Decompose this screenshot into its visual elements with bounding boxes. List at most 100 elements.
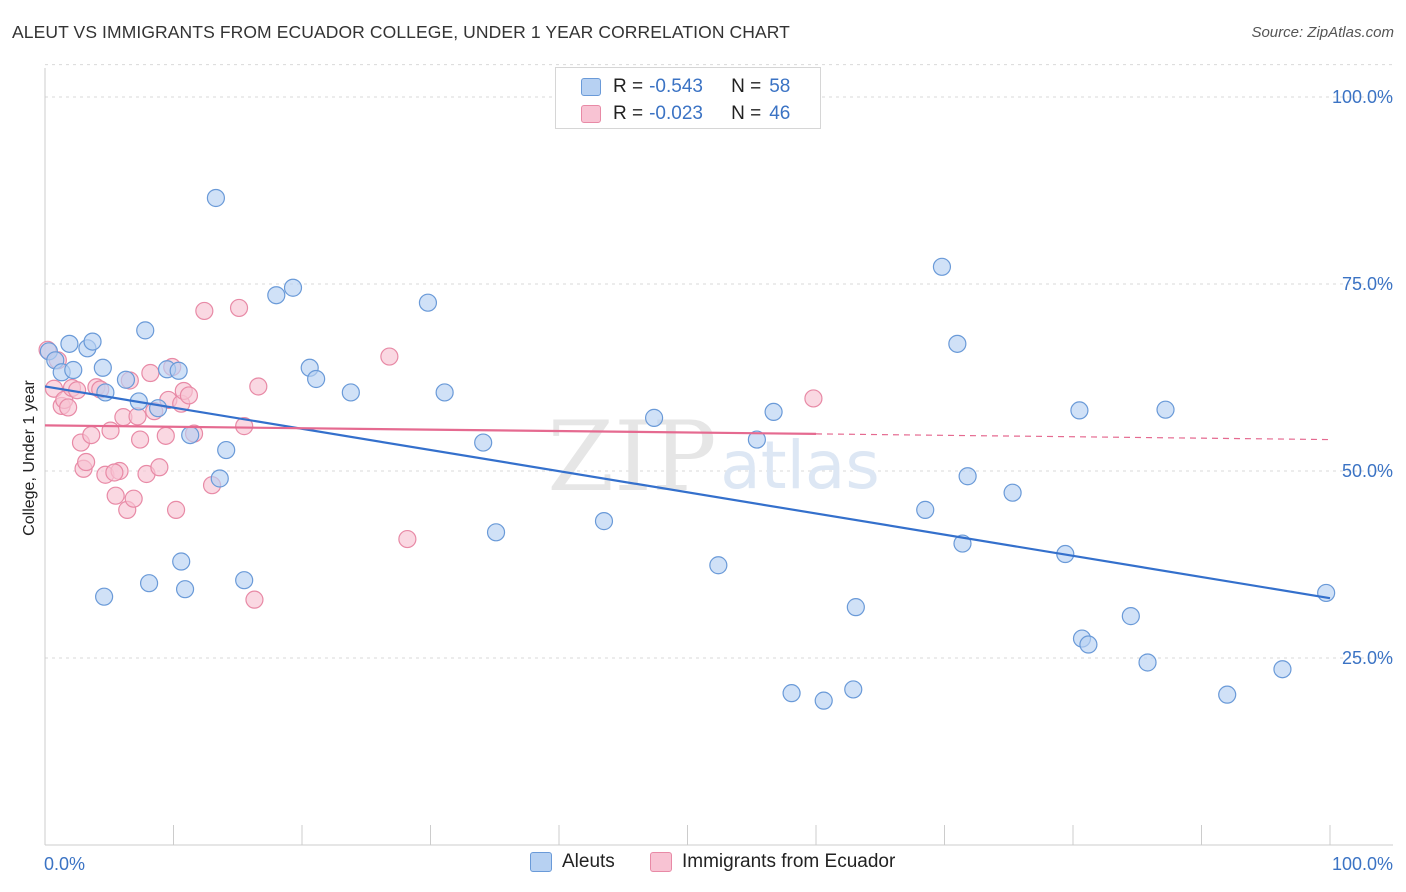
point-ecuador[interactable] bbox=[124, 489, 143, 508]
point-ecuador[interactable] bbox=[141, 363, 160, 383]
point-aleuts[interactable] bbox=[844, 680, 863, 699]
point-ecuador[interactable] bbox=[245, 590, 264, 609]
legend-stats: R = -0.543 N = 58 R = -0.023 N = 46 bbox=[555, 67, 821, 129]
point-aleuts[interactable] bbox=[435, 383, 454, 402]
legend-n-value: 46 bbox=[769, 103, 791, 124]
trend-line-aleuts bbox=[44, 385, 1331, 600]
trend-line-ecuador-extrapolated bbox=[815, 433, 1331, 441]
point-aleuts[interactable] bbox=[1079, 635, 1098, 654]
point-ecuador[interactable] bbox=[101, 421, 120, 440]
point-ecuador[interactable] bbox=[195, 301, 214, 321]
point-aleuts[interactable] bbox=[958, 467, 977, 486]
point-aleuts[interactable] bbox=[474, 433, 493, 452]
point-aleuts[interactable] bbox=[83, 332, 102, 351]
point-aleuts[interactable] bbox=[1003, 483, 1022, 502]
legend-swatch-pink bbox=[581, 105, 601, 123]
y-tick-label-75: 75.0% bbox=[1342, 274, 1393, 294]
point-aleuts[interactable] bbox=[60, 334, 79, 353]
point-aleuts[interactable] bbox=[307, 369, 326, 389]
point-aleuts[interactable] bbox=[1070, 401, 1089, 420]
watermark: ZIP atlas bbox=[547, 401, 879, 513]
legend-item-ecuador[interactable]: Immigrants from Ecuador bbox=[650, 851, 895, 873]
point-aleuts[interactable] bbox=[217, 440, 236, 460]
point-aleuts[interactable] bbox=[644, 408, 664, 427]
chart-title: ALEUT VS IMMIGRANTS FROM ECUADOR COLLEGE… bbox=[12, 22, 790, 42]
point-aleuts[interactable] bbox=[594, 512, 614, 531]
point-ecuador[interactable] bbox=[128, 407, 147, 426]
point-aleuts[interactable] bbox=[1317, 583, 1336, 603]
point-ecuador[interactable] bbox=[77, 452, 96, 472]
watermark-zip: ZIP bbox=[547, 401, 716, 513]
point-ecuador[interactable] bbox=[150, 458, 169, 477]
point-aleuts[interactable] bbox=[64, 360, 83, 380]
point-aleuts[interactable] bbox=[948, 334, 967, 353]
point-aleuts[interactable] bbox=[1218, 685, 1237, 704]
point-ecuador[interactable] bbox=[59, 398, 78, 417]
point-ecuador[interactable] bbox=[130, 430, 150, 449]
point-aleuts[interactable] bbox=[169, 361, 188, 380]
point-aleuts[interactable] bbox=[1156, 400, 1175, 419]
x-tick-label-min: 0.0% bbox=[44, 854, 85, 874]
point-ecuador[interactable] bbox=[82, 425, 101, 445]
point-aleuts[interactable] bbox=[846, 598, 865, 617]
y-axis-label: College, Under 1 year bbox=[21, 380, 38, 536]
point-ecuador[interactable] bbox=[106, 486, 125, 505]
point-aleuts[interactable] bbox=[1138, 653, 1157, 672]
point-aleuts[interactable] bbox=[206, 188, 226, 208]
point-aleuts[interactable] bbox=[136, 321, 155, 340]
legend-swatch-pink bbox=[650, 852, 672, 872]
point-ecuador[interactable] bbox=[249, 377, 268, 396]
source-label: Source: ZipAtlas.com bbox=[1251, 24, 1394, 41]
watermark-atlas: atlas bbox=[720, 427, 880, 504]
point-ecuador[interactable] bbox=[179, 386, 199, 405]
y-tick-label-50: 50.0% bbox=[1342, 461, 1393, 481]
point-aleuts[interactable] bbox=[764, 402, 783, 422]
point-aleuts[interactable] bbox=[814, 691, 833, 710]
point-aleuts[interactable] bbox=[93, 358, 112, 377]
point-ecuador[interactable] bbox=[380, 347, 399, 366]
point-aleuts[interactable] bbox=[267, 286, 286, 305]
point-aleuts[interactable] bbox=[486, 523, 506, 542]
point-aleuts[interactable] bbox=[116, 370, 136, 389]
point-aleuts[interactable] bbox=[782, 684, 801, 703]
point-aleuts[interactable] bbox=[139, 574, 159, 593]
point-aleuts[interactable] bbox=[95, 587, 114, 606]
point-aleuts[interactable] bbox=[1121, 607, 1140, 626]
legend-r-value: -0.543 bbox=[649, 76, 703, 97]
point-aleuts[interactable] bbox=[148, 399, 168, 418]
point-aleuts[interactable] bbox=[916, 500, 935, 519]
legend-item-aleuts[interactable]: Aleuts bbox=[530, 851, 615, 873]
point-ecuador[interactable] bbox=[235, 417, 254, 436]
legend-r-label: R = bbox=[613, 76, 644, 97]
point-ecuador[interactable] bbox=[105, 463, 124, 482]
point-aleuts[interactable] bbox=[175, 580, 195, 599]
point-aleuts[interactable] bbox=[181, 425, 200, 445]
point-ecuador[interactable] bbox=[804, 389, 823, 408]
legend-n-label: N = bbox=[731, 76, 762, 97]
point-aleuts[interactable] bbox=[341, 383, 360, 402]
legend-r-label: R = bbox=[613, 103, 644, 124]
point-aleuts[interactable] bbox=[283, 278, 303, 297]
legend-swatch-blue bbox=[530, 852, 552, 872]
legend-stats-row-ecuador: R = -0.023 N = 46 bbox=[581, 101, 790, 127]
point-ecuador[interactable] bbox=[398, 529, 417, 549]
y-tick-label-25: 25.0% bbox=[1342, 648, 1393, 668]
series-aleuts-points bbox=[39, 188, 1336, 710]
point-aleuts[interactable] bbox=[172, 552, 191, 571]
point-ecuador[interactable] bbox=[229, 298, 249, 318]
point-aleuts[interactable] bbox=[932, 257, 952, 276]
point-aleuts[interactable] bbox=[709, 556, 728, 575]
legend-stats-row-aleuts: R = -0.543 N = 58 bbox=[581, 74, 790, 100]
point-aleuts[interactable] bbox=[210, 469, 229, 488]
trend-line-ecuador bbox=[44, 424, 817, 435]
point-ecuador[interactable] bbox=[156, 426, 175, 445]
point-ecuador[interactable] bbox=[166, 500, 186, 519]
point-aleuts[interactable] bbox=[235, 571, 254, 590]
point-aleuts[interactable] bbox=[1273, 660, 1292, 679]
legend-r-value: -0.023 bbox=[649, 103, 703, 124]
point-aleuts[interactable] bbox=[747, 430, 766, 449]
point-aleuts[interactable] bbox=[418, 293, 438, 312]
x-tick-label-max: 100.0% bbox=[1332, 854, 1393, 874]
y-tick-label-100: 100.0% bbox=[1332, 87, 1393, 107]
